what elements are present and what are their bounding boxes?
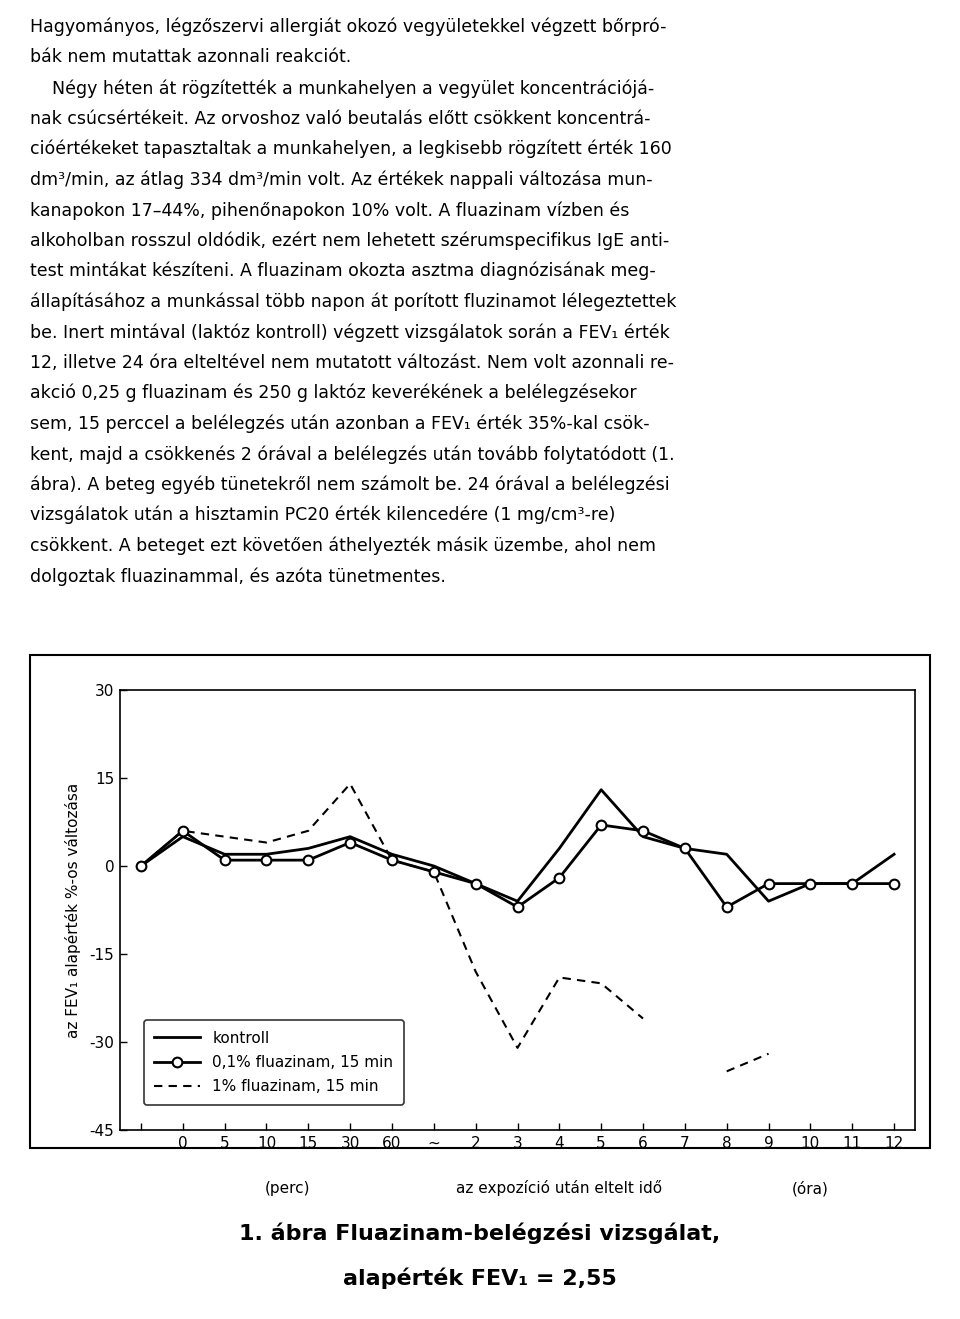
- Text: cióértékeket tapasztaltak a munkahelyen, a legkisebb rögzített érték 160: cióértékeket tapasztaltak a munkahelyen,…: [30, 140, 672, 158]
- Text: ábra). A beteg egyéb tünetekről nem számolt be. 24 órával a belélegzési: ábra). A beteg egyéb tünetekről nem szám…: [30, 476, 670, 495]
- Text: kent, majd a csökkenés 2 órával a belélegzés után tovább folytatódott (1.: kent, majd a csökkenés 2 órával a beléle…: [30, 445, 675, 463]
- Text: dm³/min, az átlag 334 dm³/min volt. Az értékek nappali változása mun-: dm³/min, az átlag 334 dm³/min volt. Az é…: [30, 170, 653, 189]
- Y-axis label: az FEV₁ alapérték %-os változása: az FEV₁ alapérték %-os változása: [65, 782, 82, 1038]
- Bar: [30, 656, 930, 1148]
- Text: az expozíció után eltelt idő: az expozíció után eltelt idő: [456, 1181, 662, 1196]
- Text: alapérték FEV₁ = 2,55: alapérték FEV₁ = 2,55: [343, 1268, 617, 1289]
- Text: (perc): (perc): [265, 1182, 310, 1196]
- Text: be. Inert mintával (laktóz kontroll) végzett vizsgálatok során a FEV₁ érték: be. Inert mintával (laktóz kontroll) vég…: [30, 323, 670, 342]
- Text: (óra): (óra): [792, 1181, 828, 1196]
- Text: 12, illetve 24 óra elteltével nem mutatott változást. Nem volt azonnali re-: 12, illetve 24 óra elteltével nem mutato…: [30, 353, 674, 372]
- Text: bák nem mutattak azonnali reakciót.: bák nem mutattak azonnali reakciót.: [30, 49, 351, 66]
- Text: dolgoztak fluazinammal, és azóta tünetmentes.: dolgoztak fluazinammal, és azóta tünetme…: [30, 567, 445, 586]
- Text: kanapokon 17–44%, pihenőnapokon 10% volt. A fluazinam vízben és: kanapokon 17–44%, pihenőnapokon 10% volt…: [30, 200, 630, 219]
- Text: Hagyományos, légzőszervi allergiát okozó vegyületekkel végzett bőrpró-: Hagyományos, légzőszervi allergiát okozó…: [30, 18, 666, 37]
- Text: test mintákat készíteni. A fluazinam okozta asztma diagnózisának meg-: test mintákat készíteni. A fluazinam oko…: [30, 262, 656, 281]
- Text: sem, 15 perccel a belélegzés után azonban a FEV₁ érték 35%-kal csök-: sem, 15 perccel a belélegzés után azonba…: [30, 414, 650, 433]
- Text: csökkent. A beteget ezt követően áthelyezték másik üzembe, ahol nem: csökkent. A beteget ezt követően áthelye…: [30, 537, 656, 555]
- Text: vizsgálatok után a hisztamin PC20 érték kilencedére (1 mg/cm³-re): vizsgálatok után a hisztamin PC20 érték …: [30, 506, 615, 525]
- Text: akció 0,25 g fluazinam és 250 g laktóz keverékének a belélegzésekor: akció 0,25 g fluazinam és 250 g laktóz k…: [30, 384, 636, 402]
- Text: alkoholban rosszul oldódik, ezért nem lehetett szérumspecifikus IgE anti-: alkoholban rosszul oldódik, ezért nem le…: [30, 232, 669, 251]
- Text: Négy héten át rögzítették a munkahelyen a vegyület koncentrációjá-: Négy héten át rögzítették a munkahelyen …: [30, 79, 655, 98]
- Legend: kontroll, 0,1% fluazinam, 15 min, 1% fluazinam, 15 min: kontroll, 0,1% fluazinam, 15 min, 1% flu…: [144, 1020, 404, 1105]
- Text: állapításához a munkással több napon át porított fluzinamot lélegeztettek: állapításához a munkással több napon át …: [30, 293, 677, 311]
- Text: 1. ábra Fluazinam-belégzési vizsgálat,: 1. ábra Fluazinam-belégzési vizsgálat,: [239, 1223, 721, 1244]
- Text: nak csúcsértékeit. Az orvoshoz való beutalás előtt csökkent koncentrá-: nak csúcsértékeit. Az orvoshoz való beut…: [30, 109, 651, 128]
